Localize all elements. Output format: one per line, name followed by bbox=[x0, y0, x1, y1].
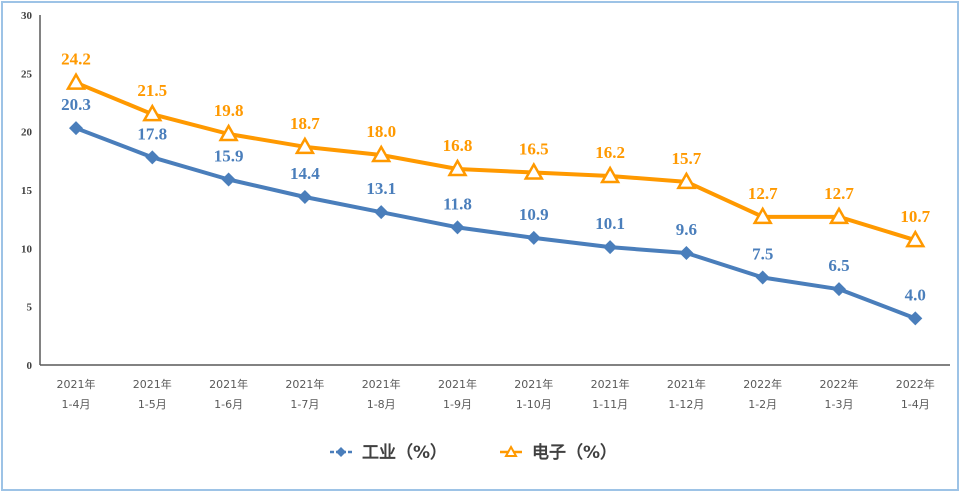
data-label: 16.8 bbox=[443, 136, 473, 155]
data-label: 20.3 bbox=[61, 95, 91, 114]
x-tick-label: 1-6月 bbox=[214, 398, 243, 411]
data-label: 16.5 bbox=[519, 140, 549, 159]
data-label: 4.0 bbox=[905, 285, 926, 304]
x-tick-label: 2021年 bbox=[209, 377, 248, 391]
data-label: 19.8 bbox=[214, 101, 244, 120]
data-point-triangle bbox=[523, 161, 544, 180]
x-tick-label: 2022年 bbox=[743, 377, 782, 391]
x-tick-label: 1-5月 bbox=[138, 398, 167, 411]
data-point-triangle bbox=[294, 136, 316, 155]
x-tick-label: 2022年 bbox=[896, 377, 935, 391]
data-point-triangle bbox=[676, 171, 697, 190]
x-tick-label: 2022年 bbox=[820, 377, 859, 391]
data-label: 10.7 bbox=[900, 207, 930, 226]
x-tick-label: 1-12月 bbox=[668, 398, 704, 411]
data-point-triangle bbox=[65, 72, 87, 90]
data-point-triangle bbox=[218, 123, 239, 142]
y-tick-label: 5 bbox=[27, 302, 33, 314]
data-label: 16.2 bbox=[595, 143, 625, 162]
y-tick-label: 25 bbox=[21, 68, 33, 80]
x-tick-label: 1-2月 bbox=[748, 398, 777, 411]
legend-label: 电子（%） bbox=[532, 442, 617, 463]
data-point-diamond bbox=[374, 205, 389, 220]
data-point-triangle bbox=[447, 158, 468, 177]
data-point-triangle bbox=[142, 103, 163, 122]
y-tick-label: 10 bbox=[21, 243, 33, 255]
data-point-diamond bbox=[832, 282, 846, 297]
data-label: 10.9 bbox=[519, 205, 549, 224]
data-point-diamond bbox=[679, 246, 694, 260]
x-tick-label: 2021年 bbox=[133, 377, 172, 391]
legend-triangle-icon bbox=[504, 444, 518, 457]
data-label: 17.8 bbox=[137, 124, 167, 143]
data-label: 10.1 bbox=[595, 214, 625, 233]
series-line bbox=[75, 80, 916, 243]
x-tick-label: 2021年 bbox=[57, 377, 96, 391]
data-label: 18.7 bbox=[290, 114, 320, 133]
legend-diamond-icon bbox=[336, 447, 346, 457]
y-tick-label: 15 bbox=[21, 185, 33, 197]
data-point-diamond bbox=[69, 121, 83, 136]
data-label: 14.4 bbox=[290, 164, 320, 183]
data-label: 12.7 bbox=[748, 184, 778, 203]
data-point-diamond bbox=[526, 230, 541, 245]
x-tick-label: 1-3月 bbox=[825, 398, 854, 411]
x-tick-label: 2021年 bbox=[667, 377, 706, 391]
x-tick-label: 2021年 bbox=[591, 377, 630, 391]
data-point-diamond bbox=[755, 270, 770, 285]
y-tick-label: 20 bbox=[21, 127, 33, 139]
x-tick-label: 2021年 bbox=[362, 377, 401, 391]
data-point-triangle bbox=[752, 206, 773, 225]
data-label: 12.7 bbox=[824, 184, 854, 203]
x-tick-label: 1-9月 bbox=[443, 398, 472, 411]
data-label: 24.2 bbox=[61, 50, 91, 69]
data-point-triangle bbox=[371, 144, 392, 163]
data-point-diamond bbox=[603, 240, 618, 255]
y-tick-label: 0 bbox=[27, 360, 33, 372]
data-point-diamond bbox=[450, 220, 465, 235]
x-tick-label: 2021年 bbox=[438, 377, 477, 391]
data-label: 13.1 bbox=[366, 179, 396, 198]
data-label: 6.5 bbox=[828, 256, 849, 275]
data-label: 15.9 bbox=[214, 147, 244, 166]
data-label: 15.7 bbox=[672, 149, 702, 168]
data-point-diamond bbox=[908, 311, 923, 326]
data-point-diamond bbox=[145, 150, 160, 165]
data-point-triangle bbox=[905, 229, 926, 248]
x-tick-label: 1-4月 bbox=[62, 398, 91, 411]
data-point-diamond bbox=[221, 172, 236, 187]
data-label: 7.5 bbox=[752, 245, 773, 264]
data-label: 21.5 bbox=[137, 81, 167, 100]
data-label: 11.8 bbox=[443, 194, 472, 213]
series-line bbox=[75, 126, 917, 321]
x-tick-label: 1-11月 bbox=[592, 398, 628, 411]
legend-label: 工业（%） bbox=[362, 442, 447, 463]
data-point-triangle bbox=[599, 165, 621, 184]
y-tick-label: 30 bbox=[21, 10, 33, 22]
data-label: 18.0 bbox=[366, 122, 396, 141]
data-label: 9.6 bbox=[676, 220, 697, 239]
x-tick-label: 1-8月 bbox=[367, 398, 396, 411]
data-point-diamond bbox=[297, 190, 312, 204]
x-tick-label: 2021年 bbox=[285, 377, 324, 391]
x-tick-label: 1-7月 bbox=[290, 398, 319, 411]
data-point-triangle bbox=[828, 206, 850, 225]
x-tick-label: 2021年 bbox=[514, 377, 553, 391]
x-tick-label: 1-4月 bbox=[901, 398, 930, 411]
x-tick-label: 1-10月 bbox=[516, 398, 552, 411]
